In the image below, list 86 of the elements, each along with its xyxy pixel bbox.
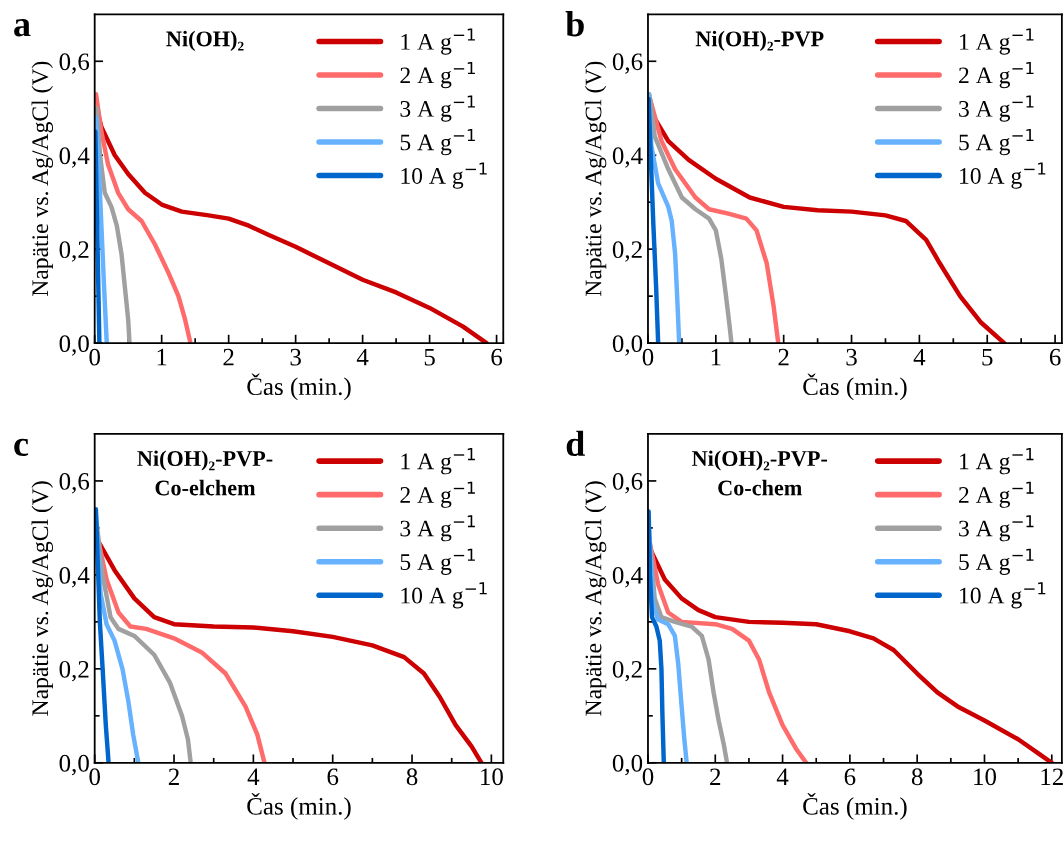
text: Ni(OH)₂-PVP- Co-elchem xyxy=(137,450,273,496)
legend-label: 10 A g$^{−1}$ xyxy=(401,162,487,189)
line-series xyxy=(647,91,734,344)
legend-label: 3 A g$^{−1}$ xyxy=(400,515,475,542)
line-series xyxy=(94,91,193,344)
text: a xyxy=(14,19,31,37)
legend-label: 1 A g$^{−1}$ xyxy=(401,28,475,55)
y-tick-label: 0,4 xyxy=(612,147,643,168)
y-tick-label: 0,4 xyxy=(612,566,643,588)
legend-label: 5 A g$^{−1}$ xyxy=(959,548,1034,575)
x-tick-label: 5 xyxy=(424,348,435,366)
y-tick-label: 0,4 xyxy=(59,147,90,168)
y-tick-label: 0,0 xyxy=(612,754,643,776)
y-tick-label: 0,2 xyxy=(59,241,89,262)
legend-label: 3 A g$^{−1}$ xyxy=(400,95,475,122)
legend-label: 5 A g$^{−1}$ xyxy=(400,548,475,575)
x-tick-label: 2 xyxy=(168,768,179,785)
text: Ni(OH)₂-PVP- Co-chem xyxy=(692,450,828,496)
legend-label: 5 A g$^{−1}$ xyxy=(400,129,475,156)
y-axis-title: Napätie vs. Ag/AgCl (V) xyxy=(31,61,54,297)
x-axis-title: Čas (min.) xyxy=(803,793,907,820)
legend-label: 2 A g$^{−1}$ xyxy=(959,61,1034,89)
x-tick-label: 6 xyxy=(491,348,503,366)
x-tick-label: 4 xyxy=(913,348,926,366)
text: Ni(OH)₂-PVP xyxy=(695,30,824,51)
legend-label: 3 A g$^{−1}$ xyxy=(959,515,1034,542)
legend-label: 1 A g$^{−1}$ xyxy=(960,448,1034,475)
x-tick-label: 0 xyxy=(89,768,100,786)
x-tick-label: 10 xyxy=(974,768,997,786)
legend-label: 1 A g$^{−1}$ xyxy=(401,448,475,475)
line-series xyxy=(647,509,667,763)
text: b xyxy=(565,11,584,37)
legend-label: 10 A g$^{−1}$ xyxy=(960,582,1046,609)
line-series xyxy=(647,96,661,344)
legend-label: 5 A g$^{−1}$ xyxy=(959,129,1034,156)
y-tick-label: 0,2 xyxy=(612,241,642,262)
x-tick-label: 0 xyxy=(642,348,654,366)
y-tick-label: 0,6 xyxy=(612,53,643,74)
x-tick-label: 4 xyxy=(356,348,369,366)
legend-label: 2 A g$^{−1}$ xyxy=(400,61,475,89)
x-tick-label: 2 xyxy=(710,768,721,785)
y-axis-title: Napätie vs. Ag/AgCl (V) xyxy=(584,481,607,716)
legend-label: 3 A g$^{−1}$ xyxy=(959,95,1034,122)
text: d xyxy=(566,430,585,457)
legend-label: 1 A g$^{−1}$ xyxy=(960,28,1034,55)
x-tick-label: 3 xyxy=(846,348,857,366)
y-tick-label: 0,6 xyxy=(59,53,90,74)
x-tick-label: 6 xyxy=(844,768,856,786)
y-tick-label: 0,2 xyxy=(612,660,642,682)
x-tick-label: 4 xyxy=(247,768,260,785)
x-tick-label: 0 xyxy=(89,348,100,366)
x-tick-label: 0 xyxy=(642,768,654,786)
x-tick-label: 12 xyxy=(1041,768,1063,785)
y-tick-label: 0,6 xyxy=(612,472,643,494)
x-tick-label: 5 xyxy=(982,348,993,366)
legend-label: 10 A g$^{−1}$ xyxy=(960,162,1046,189)
y-tick-label: 0,0 xyxy=(612,335,643,356)
y-tick-label: 0,0 xyxy=(59,754,89,776)
x-tick-label: 4 xyxy=(776,768,789,785)
y-tick-label: 0,2 xyxy=(59,660,89,682)
text: Ni(OH)₂ xyxy=(166,30,244,51)
x-tick-label: 10 xyxy=(481,768,503,786)
x-tick-label: 2 xyxy=(223,348,234,366)
x-tick-label: 3 xyxy=(290,348,301,366)
x-tick-label: 6 xyxy=(1049,348,1061,366)
line-series xyxy=(94,506,111,763)
legend-label: 2 A g$^{−1}$ xyxy=(959,481,1034,508)
legend-label: 2 A g$^{−1}$ xyxy=(400,481,475,508)
y-tick-label: 0,6 xyxy=(59,472,90,494)
x-tick-label: 8 xyxy=(406,768,418,786)
line-series xyxy=(94,129,102,344)
x-tick-label: 8 xyxy=(911,768,923,786)
x-tick-label: 6 xyxy=(327,768,339,786)
legend-label: 10 A g$^{−1}$ xyxy=(401,582,487,609)
x-tick-label: 1 xyxy=(157,348,167,366)
y-tick-label: 0,4 xyxy=(59,566,90,588)
x-tick-label: 2 xyxy=(778,348,789,366)
line-series xyxy=(94,115,109,344)
x-axis-title: Čas (min.) xyxy=(803,373,907,401)
text: c xyxy=(14,438,29,457)
x-axis-title: Čas (min.) xyxy=(247,373,351,401)
x-axis-title: Čas (min.) xyxy=(247,793,351,820)
y-tick-label: 0,0 xyxy=(59,335,89,356)
y-axis-title: Napätie vs. Ag/AgCl (V) xyxy=(31,481,54,716)
x-tick-label: 1 xyxy=(711,348,721,366)
y-axis-title: Napätie vs. Ag/AgCl (V) xyxy=(584,61,607,297)
